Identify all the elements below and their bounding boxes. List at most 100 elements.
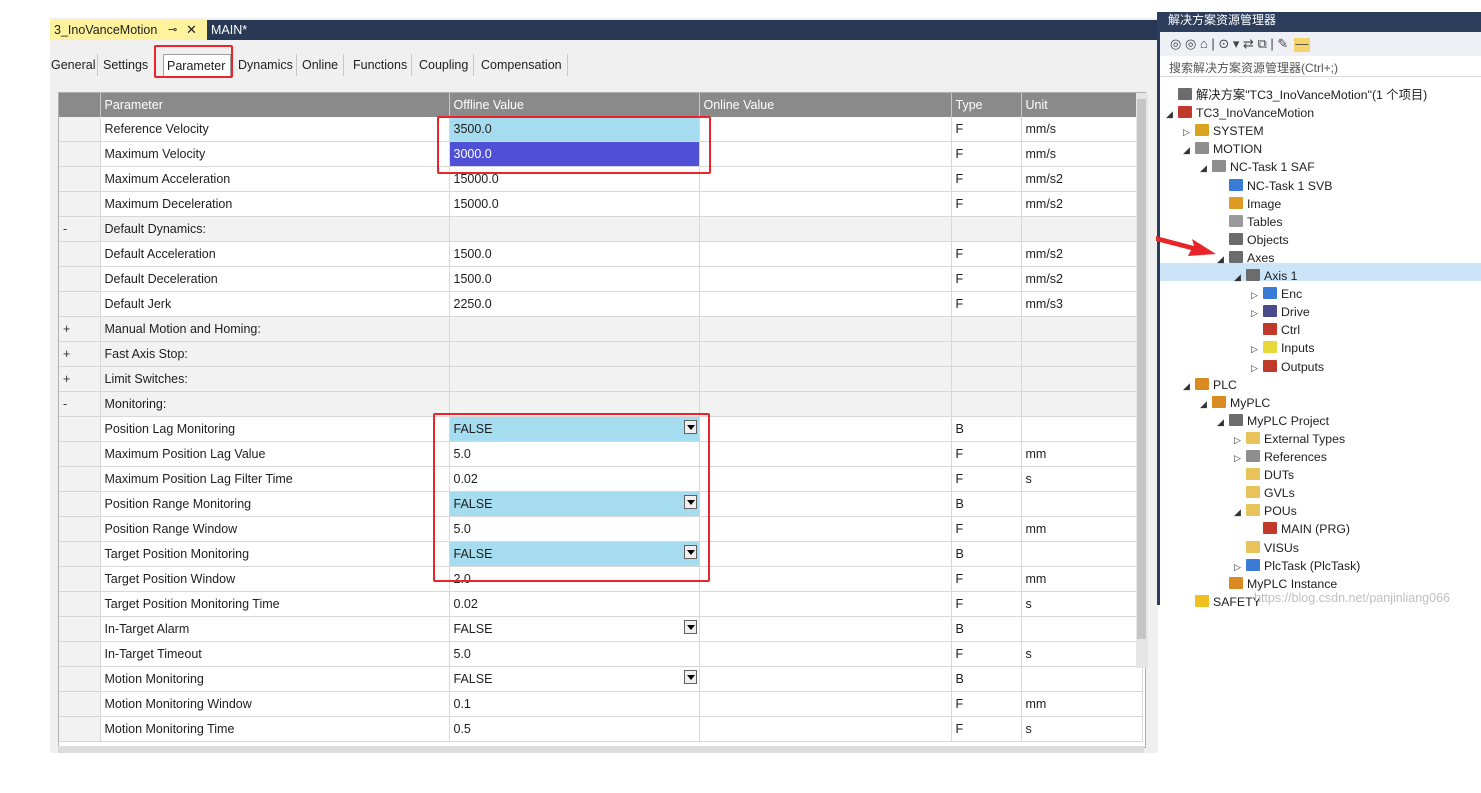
collapsed-arrow-icon[interactable]: ▷ xyxy=(1251,344,1258,355)
tree-item-enc[interactable]: ▷ Enc xyxy=(1251,285,1302,303)
tree-item-motion[interactable]: ◢ MOTION xyxy=(1183,140,1262,158)
tree-item-axes[interactable]: ◢ Axes xyxy=(1217,249,1274,267)
offline-value[interactable]: 5.0 xyxy=(449,516,700,542)
tree-item-tables[interactable]: Tables xyxy=(1217,213,1283,231)
group-row[interactable]: + Manual Motion and Homing: xyxy=(59,316,1143,342)
offline-value[interactable]: 15000.0 xyxy=(449,166,700,192)
dropdown-arrow-icon[interactable] xyxy=(683,670,697,684)
offline-value[interactable]: FALSE xyxy=(449,666,700,692)
offline-value[interactable]: 2250.0 xyxy=(449,291,700,317)
tree-item-plctask-plctask[interactable]: ▷ PlcTask (PlcTask) xyxy=(1234,557,1360,575)
tree-item-nc-task-1-svb[interactable]: NC-Task 1 SVB xyxy=(1217,177,1332,195)
table-row[interactable]: In-Target Alarm FALSE B xyxy=(59,616,1143,642)
dropdown-arrow-icon[interactable] xyxy=(683,620,697,634)
tab-online[interactable]: Online xyxy=(299,54,344,76)
offline-value[interactable]: 0.1 xyxy=(449,691,700,717)
expanded-arrow-icon[interactable]: ◢ xyxy=(1200,398,1207,409)
offline-value[interactable]: 0.02 xyxy=(449,466,700,492)
offline-value[interactable]: FALSE xyxy=(449,541,700,567)
dropdown-arrow-icon[interactable] xyxy=(683,495,697,509)
pin-icon[interactable]: ⊸ xyxy=(168,24,178,36)
row-expander[interactable]: - xyxy=(59,391,101,417)
tree-item-nc-task-1-saf[interactable]: ◢ NC-Task 1 SAF xyxy=(1200,158,1315,176)
tab-parameter[interactable]: Parameter xyxy=(163,54,231,76)
tree-item-pous[interactable]: ◢ POUs xyxy=(1234,502,1297,520)
explorer-search-input[interactable]: 搜索解决方案资源管理器(Ctrl+;) xyxy=(1160,59,1481,77)
tree-item-system[interactable]: ▷ SYSTEM xyxy=(1183,122,1264,140)
tree-item-image[interactable]: Image xyxy=(1217,195,1281,213)
tree-item-visus[interactable]: VISUs xyxy=(1234,539,1299,557)
tree-item-references[interactable]: ▷ References xyxy=(1234,448,1327,466)
close-icon[interactable]: ✕ xyxy=(186,22,197,37)
expanded-arrow-icon[interactable]: ◢ xyxy=(1217,253,1224,264)
tree-item-gvls[interactable]: GVLs xyxy=(1234,484,1295,502)
table-row[interactable]: Position Range Monitoring FALSE B xyxy=(59,491,1143,517)
tree-item-objects[interactable]: Objects xyxy=(1217,231,1289,249)
offline-value[interactable]: 3500.0 xyxy=(449,117,700,142)
offline-value[interactable]: FALSE xyxy=(449,416,700,442)
tree-item-axis-1[interactable]: ◢ Axis 1 xyxy=(1234,267,1298,285)
collapsed-arrow-icon[interactable]: ▷ xyxy=(1234,561,1241,572)
collapsed-arrow-icon[interactable]: ▷ xyxy=(1234,434,1241,445)
offline-value[interactable]: 0.5 xyxy=(449,716,700,742)
tree-item-duts[interactable]: DUTs xyxy=(1234,466,1294,484)
tree-item-tc3-inovancemotion-1[interactable]: 解决方案"TC3_InoVanceMotion"(1 个项目) xyxy=(1166,86,1427,104)
group-row[interactable]: - Default Dynamics: xyxy=(59,216,1143,242)
group-row[interactable]: - Monitoring: xyxy=(59,391,1143,417)
expanded-arrow-icon[interactable]: ◢ xyxy=(1183,380,1190,391)
tree-item-safety[interactable]: SAFETY xyxy=(1183,593,1261,611)
offline-value[interactable]: 5.0 xyxy=(449,441,700,467)
row-expander[interactable]: + xyxy=(59,366,101,392)
table-row[interactable]: Position Lag Monitoring FALSE B xyxy=(59,416,1143,442)
collapsed-arrow-icon[interactable]: ▷ xyxy=(1183,127,1190,138)
toolbar-icons[interactable]: ◎ ◎ ⌂ | ⊙ ▾ ⇄ ⧉ | ✎ xyxy=(1170,36,1289,51)
expanded-arrow-icon[interactable]: ◢ xyxy=(1183,145,1190,156)
tree-item-inputs[interactable]: ▷ Inputs xyxy=(1251,339,1315,357)
offline-value[interactable]: 0.02 xyxy=(449,591,700,617)
expanded-arrow-icon[interactable]: ◢ xyxy=(1234,272,1241,282)
header-unit[interactable]: Unit xyxy=(1021,93,1143,117)
expanded-arrow-icon[interactable]: ◢ xyxy=(1217,416,1224,427)
offline-value[interactable]: 3000.0 xyxy=(449,141,700,167)
header-type[interactable]: Type xyxy=(951,93,1022,117)
tree-item-tc3-inovancemotion[interactable]: ◢ TC3_InoVanceMotion xyxy=(1166,104,1314,122)
offline-value[interactable]: 5.0 xyxy=(449,641,700,667)
tree-item-myplc[interactable]: ◢ MyPLC xyxy=(1200,394,1270,412)
header-online-value[interactable]: Online Value xyxy=(699,93,952,117)
tree-item-myplc-project[interactable]: ◢ MyPLC Project xyxy=(1217,412,1329,430)
scrollbar-thumb[interactable] xyxy=(1137,99,1146,639)
expanded-arrow-icon[interactable]: ◢ xyxy=(1200,163,1207,174)
vertical-scrollbar[interactable] xyxy=(1136,93,1148,668)
tree-item-outputs[interactable]: ▷ Outputs xyxy=(1251,358,1324,376)
table-row[interactable]: Motion Monitoring FALSE B xyxy=(59,666,1143,692)
tree-item-main-prg[interactable]: MAIN (PRG) xyxy=(1251,520,1350,538)
tab-general[interactable]: General xyxy=(48,54,98,76)
tab-dynamics[interactable]: Dynamics xyxy=(235,54,297,76)
collapsed-arrow-icon[interactable]: ▷ xyxy=(1251,362,1258,373)
tree-item-myplc-instance[interactable]: MyPLC Instance xyxy=(1217,575,1337,593)
document-tab-inovancemotion[interactable]: 3_InoVanceMotion ⊸ ✕ xyxy=(50,20,207,40)
tab-coupling[interactable]: Coupling xyxy=(416,54,474,76)
table-row[interactable]: Target Position Monitoring FALSE B xyxy=(59,541,1143,567)
document-tab-main[interactable]: MAIN* xyxy=(211,23,248,37)
header-offline-value[interactable]: Offline Value xyxy=(449,93,700,117)
tab-compensation[interactable]: Compensation xyxy=(478,54,568,76)
group-row[interactable]: + Fast Axis Stop: xyxy=(59,341,1143,367)
tree-item-drive[interactable]: ▷ Drive xyxy=(1251,303,1310,321)
row-expander[interactable]: + xyxy=(59,316,101,342)
header-parameter[interactable]: Parameter xyxy=(100,93,450,117)
dropdown-arrow-icon[interactable] xyxy=(683,545,697,559)
auto-hide-pin-icon[interactable]: — xyxy=(1293,35,1310,52)
offline-value[interactable]: FALSE xyxy=(449,491,700,517)
